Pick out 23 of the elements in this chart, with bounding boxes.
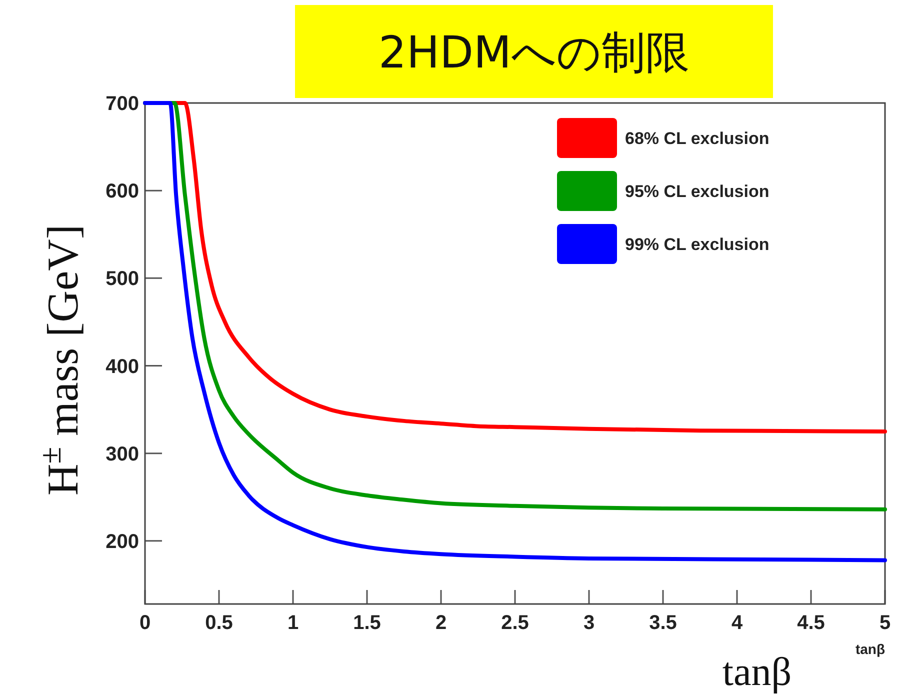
x-tick-label: 5	[879, 612, 891, 634]
x-tick-label: 0.5	[205, 612, 233, 634]
x-tick-label: 2	[435, 612, 447, 634]
y-tick-label: 200	[106, 530, 139, 553]
x-tick-label: 3.5	[649, 612, 677, 634]
x-tick-label: 0	[139, 612, 151, 634]
x-tick-label: 1	[287, 612, 299, 634]
text: tanβ	[855, 641, 886, 657]
x-tick-label: 4	[731, 612, 744, 634]
x-axis-title: tanβ	[722, 649, 792, 694]
x-tick-label: 2.5	[501, 612, 529, 634]
legend-label: 68% CL exclusion	[625, 128, 770, 148]
x-tick-label: 1.5	[353, 612, 381, 634]
y-tick-label: 400	[106, 356, 139, 378]
y-tick-label: 600	[106, 180, 139, 203]
y-tick-label: 500	[106, 268, 139, 290]
x-tick-label: 3	[583, 612, 595, 634]
chart-title: 2HDMへの制限	[378, 27, 690, 78]
legend-label: 95% CL exclusion	[625, 182, 770, 201]
legend-label: 99% CL exclusion	[625, 234, 770, 254]
y-tick-label: 700	[106, 93, 139, 115]
y-tick-label: 300	[106, 443, 139, 466]
x-tick-label: 4.5	[797, 612, 825, 634]
